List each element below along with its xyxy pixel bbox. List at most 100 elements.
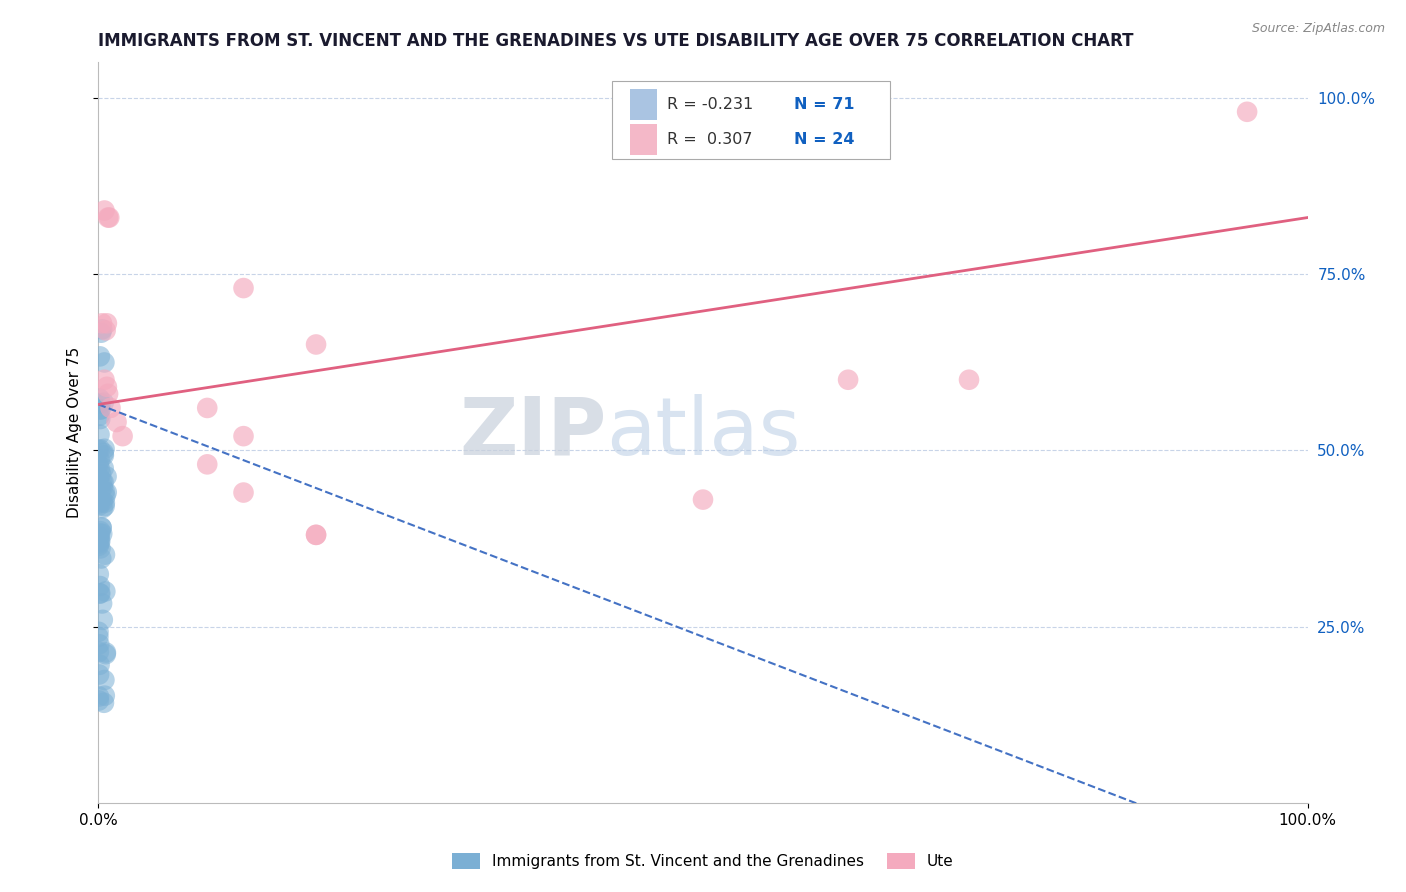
Point: [232, 281, 254, 295]
Point: [94, 489, 117, 503]
Point: [837, 373, 859, 387]
Point: [93, 499, 115, 513]
Point: [91, 475, 114, 489]
Point: [96, 485, 118, 500]
Point: [692, 492, 714, 507]
Point: [91, 316, 114, 330]
Point: [89, 470, 111, 484]
Point: [87, 693, 110, 707]
Point: [89, 453, 111, 467]
Point: [89, 534, 111, 549]
Point: [100, 401, 122, 415]
Point: [89, 461, 111, 475]
Point: [87, 496, 110, 510]
Point: [87, 624, 110, 639]
Point: [93, 442, 115, 456]
Point: [232, 429, 254, 443]
Text: ZIP: ZIP: [458, 393, 606, 472]
Point: [232, 485, 254, 500]
Point: [90, 521, 112, 535]
Point: [91, 481, 114, 495]
Point: [305, 528, 328, 542]
Text: IMMIGRANTS FROM ST. VINCENT AND THE GRENADINES VS UTE DISABILITY AGE OVER 75 COR: IMMIGRANTS FROM ST. VINCENT AND THE GREN…: [98, 32, 1133, 50]
Point: [89, 526, 111, 541]
Point: [195, 401, 218, 415]
Point: [89, 402, 111, 417]
Point: [89, 533, 111, 547]
Text: Source: ZipAtlas.com: Source: ZipAtlas.com: [1251, 22, 1385, 36]
Point: [94, 584, 117, 599]
Point: [1236, 104, 1258, 119]
Point: [89, 530, 111, 544]
Point: [89, 579, 111, 593]
Point: [91, 501, 114, 516]
Point: [89, 499, 111, 513]
Point: [94, 548, 117, 562]
Point: [93, 203, 115, 218]
Point: [94, 323, 117, 337]
Point: [90, 396, 112, 410]
Point: [90, 483, 112, 497]
Point: [89, 541, 111, 556]
Point: [195, 458, 218, 472]
Point: [305, 528, 328, 542]
Point: [93, 696, 115, 710]
Point: [87, 567, 110, 582]
Point: [96, 469, 118, 483]
Point: [97, 211, 120, 225]
Point: [305, 337, 328, 351]
Point: [111, 429, 134, 443]
Point: [90, 326, 112, 340]
FancyBboxPatch shape: [613, 81, 890, 159]
Text: N = 24: N = 24: [793, 132, 855, 147]
Point: [94, 496, 117, 510]
Point: [93, 484, 115, 499]
Point: [87, 667, 110, 681]
Text: N = 71: N = 71: [793, 97, 855, 112]
Point: [94, 647, 117, 661]
Point: [93, 461, 115, 475]
Point: [89, 350, 111, 364]
Point: [93, 448, 115, 462]
Point: [93, 395, 115, 409]
Point: [98, 211, 121, 225]
Point: [87, 645, 110, 659]
Point: [89, 657, 111, 672]
Point: [89, 392, 111, 406]
Point: [96, 380, 118, 394]
Point: [89, 637, 111, 651]
Point: [90, 551, 112, 566]
Legend: Immigrants from St. Vincent and the Grenadines, Ute: Immigrants from St. Vincent and the Gren…: [446, 847, 960, 875]
Point: [90, 520, 112, 534]
Point: [91, 495, 114, 509]
Point: [93, 355, 115, 369]
Point: [87, 493, 110, 508]
Point: [89, 586, 111, 600]
Point: [89, 409, 111, 423]
Point: [87, 630, 110, 644]
Point: [87, 539, 110, 553]
Point: [89, 524, 111, 538]
Text: atlas: atlas: [606, 393, 800, 472]
Y-axis label: Disability Age Over 75: Disability Age Over 75: [67, 347, 83, 518]
Point: [87, 690, 110, 704]
Point: [93, 373, 115, 387]
Point: [96, 316, 118, 330]
Point: [93, 673, 115, 687]
Point: [957, 373, 980, 387]
Point: [91, 597, 114, 611]
Point: [105, 415, 128, 429]
Text: R =  0.307: R = 0.307: [666, 132, 752, 147]
Point: [90, 467, 112, 481]
Point: [89, 427, 111, 442]
Point: [87, 458, 110, 472]
Point: [89, 442, 111, 457]
Point: [89, 412, 111, 426]
Point: [87, 442, 110, 457]
Point: [91, 322, 114, 336]
Bar: [630, 124, 657, 155]
Point: [91, 526, 114, 541]
Point: [89, 536, 111, 550]
Point: [94, 689, 117, 703]
Point: [93, 446, 115, 460]
